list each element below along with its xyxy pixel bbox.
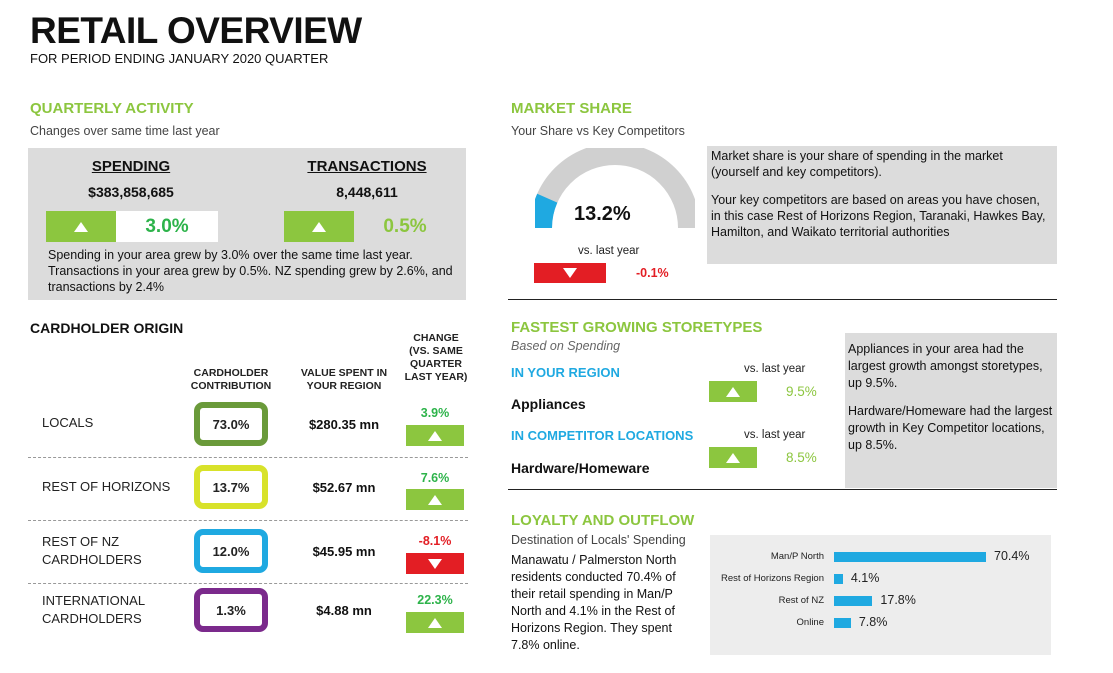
market-note-1: Market share is your share of spending i…: [711, 149, 1003, 179]
storetypes-note-1: Appliances in your area had the largest …: [848, 342, 1043, 390]
col-contribution: CARDHOLDER CONTRIBUTION: [190, 367, 272, 392]
transactions-change: 0.5%: [383, 215, 427, 237]
spending-value: $383,858,685: [88, 184, 174, 200]
bar-value-label: 17.8%: [880, 593, 916, 607]
transactions-label: TRANSACTIONS: [307, 158, 427, 175]
arrow-up-icon: [74, 221, 88, 232]
bar: [834, 552, 986, 562]
contribution-pill: 13.7%: [194, 465, 268, 509]
row-divider: [28, 583, 468, 584]
market-note-2: Your key competitors are based on areas …: [711, 193, 1046, 239]
transactions-up-indicator: [284, 211, 354, 242]
origin-row-value: $52.67 mn: [312, 480, 376, 495]
arrow-up-icon: [428, 430, 442, 441]
origin-row-value: $45.95 mn: [312, 544, 376, 559]
competitor-store: Hardware/Homeware: [511, 460, 650, 476]
market-share-value: 13.2%: [574, 203, 631, 225]
competitor-up-indicator: [709, 447, 757, 468]
bar-value-label: 4.1%: [850, 571, 880, 585]
quarterly-subheading: Changes over same time last year: [30, 124, 220, 138]
transactions-value: 8,448,611: [336, 184, 398, 200]
row-divider: [28, 520, 468, 521]
change-up-indicator: [406, 612, 464, 633]
region-store: Appliances: [511, 396, 586, 412]
market-change: -0.1%: [636, 266, 669, 280]
region-vs-label: vs. last year: [744, 363, 806, 375]
market-vs-label: vs. last year: [578, 245, 640, 257]
loyalty-note: Manawatu / Palmerston North residents co…: [511, 553, 677, 652]
bar-category-label: Rest of Horizons Region: [721, 573, 824, 584]
market-heading: MARKET SHARE: [511, 100, 632, 117]
storetypes-note-2: Hardware/Homeware had the largest growth…: [848, 404, 1053, 452]
competitor-change: 8.5%: [786, 450, 817, 465]
spending-up-indicator: [46, 211, 116, 242]
contribution-pill: 12.0%: [194, 529, 268, 573]
quarterly-heading: QUARTERLY ACTIVITY: [30, 100, 194, 117]
origin-row-label: REST OF NZ CARDHOLDERS: [42, 534, 142, 567]
contribution-pill: 73.0%: [194, 402, 268, 446]
market-down-indicator: [534, 263, 606, 283]
origin-row-change: 22.3%: [417, 593, 453, 607]
arrow-up-icon: [726, 386, 740, 397]
change-down-indicator: [406, 553, 464, 574]
origin-row-change: 3.9%: [420, 406, 450, 420]
competitor-vs-label: vs. last year: [744, 429, 806, 441]
gauge-fill: [535, 193, 558, 229]
region-change: 9.5%: [786, 384, 817, 399]
origin-row-change: -8.1%: [418, 534, 452, 548]
origin-row-change: 7.6%: [420, 471, 450, 485]
section-divider: [508, 299, 1057, 300]
origin-row-value: $280.35 mn: [308, 417, 380, 432]
origin-heading: CARDHOLDER ORIGIN: [30, 320, 184, 336]
competitor-label: IN COMPETITOR LOCATIONS: [511, 428, 694, 443]
storetypes-heading: FASTEST GROWING STORETYPES: [511, 319, 763, 336]
gauge-track: [535, 148, 695, 229]
market-subheading: Your Share vs Key Competitors: [511, 124, 685, 138]
quarterly-panel: SPENDING $383,858,685 3.0% TRANSACTIONS …: [28, 148, 466, 300]
storetypes-subheading: Based on Spending: [511, 339, 621, 353]
bar-value-label: 70.4%: [994, 549, 1030, 563]
contribution-pill: 1.3%: [194, 588, 268, 632]
arrow-up-icon: [428, 494, 442, 505]
origin-row-label: LOCALS: [42, 415, 94, 430]
origin-row-label: REST OF HORIZONS: [42, 479, 171, 494]
region-up-indicator: [709, 381, 757, 402]
col-value: VALUE SPENT IN YOUR REGION: [300, 367, 388, 392]
change-up-indicator: [406, 489, 464, 510]
page-subtitle: FOR PERIOD ENDING JANUARY 2020 QUARTER: [30, 51, 329, 66]
market-note-panel: Market share is your share of spending i…: [707, 146, 1057, 264]
bar-category-label: Man/P North: [770, 551, 824, 562]
arrow-up-icon: [428, 617, 442, 628]
section-divider: [508, 489, 1057, 490]
storetypes-note-panel: Appliances in your area had the largest …: [845, 333, 1057, 488]
market-share-gauge: [535, 148, 695, 229]
spending-label: SPENDING: [91, 158, 171, 175]
outflow-chart-panel: Man/P North 70.4% Rest of Horizons Region 4…: [710, 535, 1051, 655]
spending-change: 3.0%: [116, 211, 218, 242]
bar: [834, 596, 873, 606]
page-title: RETAIL OVERVIEW: [30, 10, 362, 51]
origin-row-value: $4.88 mn: [316, 603, 372, 618]
loyalty-heading: LOYALTY AND OUTFLOW: [511, 512, 695, 529]
bar-value-label: 7.8%: [858, 615, 888, 629]
quarterly-note: Spending in your area grew by 3.0% over …: [48, 248, 453, 294]
bar-category-label: Rest of NZ: [778, 595, 824, 606]
origin-row-label: INTERNATIONAL CARDHOLDERS: [42, 593, 145, 626]
bar: [834, 618, 851, 628]
arrow-up-icon: [312, 221, 326, 232]
row-divider: [28, 457, 468, 458]
arrow-down-icon: [563, 268, 577, 278]
bar: [834, 574, 843, 584]
region-label: IN YOUR REGION: [511, 365, 620, 380]
bar-category-label: Online: [796, 617, 824, 628]
arrow-down-icon: [428, 558, 442, 569]
col-change: CHANGE (VS. SAME QUARTER LAST YEAR): [404, 332, 468, 383]
change-up-indicator: [406, 425, 464, 446]
arrow-up-icon: [726, 452, 740, 463]
loyalty-subheading: Destination of Locals' Spending: [511, 533, 686, 547]
